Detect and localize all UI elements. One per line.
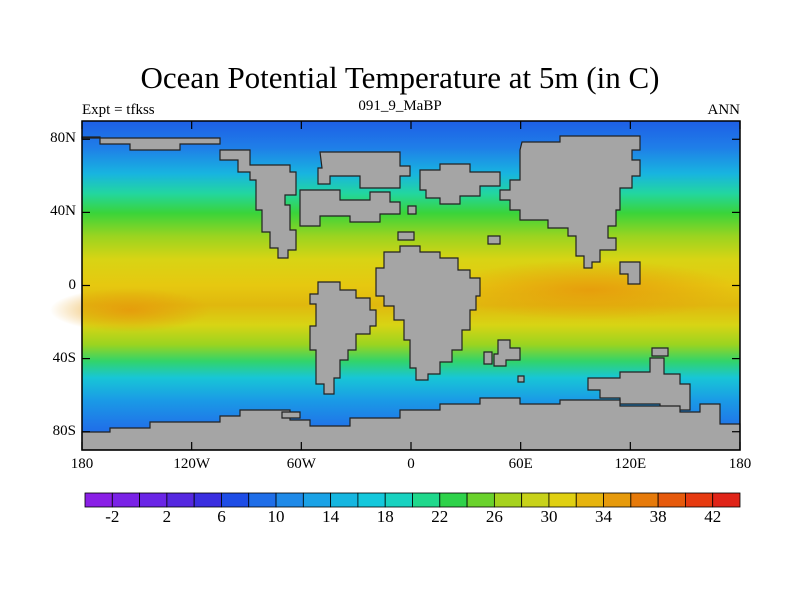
colorbar-box	[439, 492, 468, 508]
lon-tick-label: 60E	[508, 456, 533, 472]
colorbar-box	[357, 492, 386, 508]
colorbar-label: 34	[595, 507, 613, 526]
season-label: ANN	[707, 102, 741, 118]
lat-tick-label: 40N	[50, 203, 76, 220]
experiment-label: Expt = tfkss	[82, 102, 155, 118]
lon-tick-label: 0	[407, 456, 415, 472]
colorbar-box	[548, 492, 577, 508]
land-arctic-canada	[317, 151, 411, 189]
colorbar-box	[685, 492, 714, 508]
land-small-isle-3	[517, 375, 525, 383]
land-small-isle-2	[487, 235, 501, 245]
map-title: Ocean Potential Temperature at 5m (in C)	[140, 60, 660, 95]
colorbar-label: 42	[704, 507, 722, 526]
land-se-asia	[619, 261, 641, 285]
colorbar-label: -2	[105, 507, 120, 526]
land-small-isle	[407, 205, 417, 215]
colorbar-label: 2	[162, 507, 172, 526]
colorbar-box	[630, 492, 659, 508]
lat-tick-label: 80N	[50, 130, 76, 147]
land-iberia	[397, 231, 415, 241]
land-north-atlantic	[299, 189, 401, 227]
lon-tick-label: 180	[728, 456, 752, 472]
land-europe	[419, 163, 501, 205]
land-africa	[375, 245, 481, 381]
colorbar-label: 6	[217, 507, 226, 526]
land-masses	[81, 135, 741, 451]
land-north-america	[219, 149, 297, 259]
lon-tick-label: 60W	[286, 456, 316, 472]
colorbar-box	[493, 492, 523, 508]
colorbar-label: 30	[540, 507, 558, 526]
lat-tick-label: 0	[68, 276, 77, 293]
land-australia	[587, 357, 691, 411]
warm-pool-pacific	[50, 288, 210, 332]
lon-tick-label: 120W	[173, 456, 210, 472]
time-label: 091_9_MaBP	[358, 98, 442, 114]
lat-tick-label: 80S	[52, 422, 76, 439]
colorbar-box	[275, 492, 304, 508]
land-arctic	[81, 136, 221, 151]
colorbar-box	[193, 492, 222, 508]
warm-pool-indian	[440, 260, 740, 320]
lon-tick-label: 180	[70, 456, 94, 472]
colorbar-box	[139, 492, 168, 508]
colorbar	[84, 492, 741, 508]
land-madagascar	[483, 351, 493, 365]
lon-tick-label: 120E	[614, 456, 647, 472]
land-south-america	[309, 281, 377, 395]
colorbar-label: 18	[376, 507, 394, 526]
colorbar-box	[657, 492, 686, 508]
colorbar-label: 26	[485, 507, 503, 526]
lat-tick-label: 40S	[52, 349, 76, 366]
colorbar-box	[412, 492, 441, 508]
colorbar-label: 38	[649, 507, 667, 526]
colorbar-box	[384, 492, 413, 508]
land-east-islands	[651, 347, 669, 357]
colorbar-box	[248, 492, 277, 508]
colorbar-box	[221, 492, 250, 508]
colorbar-box	[575, 492, 604, 508]
colorbar-box	[166, 492, 195, 508]
land-india	[493, 339, 521, 367]
land-eurasia	[499, 135, 641, 269]
land-antarctica	[81, 397, 741, 451]
land-antarctic-isle	[281, 411, 301, 419]
colorbar-label: 10	[267, 507, 285, 526]
colorbar-label: 22	[431, 507, 449, 526]
colorbar-box	[712, 492, 741, 508]
colorbar-box	[84, 492, 113, 508]
colorbar-box	[111, 492, 140, 508]
colorbar-label: 14	[322, 507, 340, 526]
colorbar-box	[330, 492, 359, 508]
colorbar-box	[521, 492, 550, 508]
axis-ticks	[81, 121, 741, 450]
colorbar-box	[466, 492, 495, 508]
colorbar-box	[603, 492, 632, 508]
colorbar-box	[302, 492, 332, 508]
